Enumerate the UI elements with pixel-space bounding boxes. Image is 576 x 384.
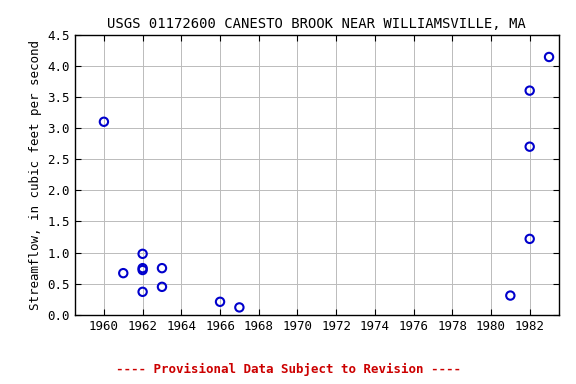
Point	[525, 88, 535, 94]
Point	[138, 265, 147, 271]
Point	[138, 267, 147, 273]
Point	[119, 270, 128, 276]
Title: USGS 01172600 CANESTO BROOK NEAR WILLIAMSVILLE, MA: USGS 01172600 CANESTO BROOK NEAR WILLIAM…	[108, 17, 526, 31]
Point	[215, 299, 225, 305]
Point	[506, 293, 515, 299]
Point	[99, 119, 108, 125]
Point	[157, 265, 166, 271]
Point	[138, 289, 147, 295]
Point	[138, 251, 147, 257]
Point	[525, 236, 535, 242]
Point	[544, 54, 554, 60]
Point	[157, 284, 166, 290]
Point	[235, 305, 244, 311]
Y-axis label: Streamflow, in cubic feet per second: Streamflow, in cubic feet per second	[29, 40, 42, 310]
Point	[525, 144, 535, 150]
Text: ---- Provisional Data Subject to Revision ----: ---- Provisional Data Subject to Revisio…	[116, 363, 460, 376]
